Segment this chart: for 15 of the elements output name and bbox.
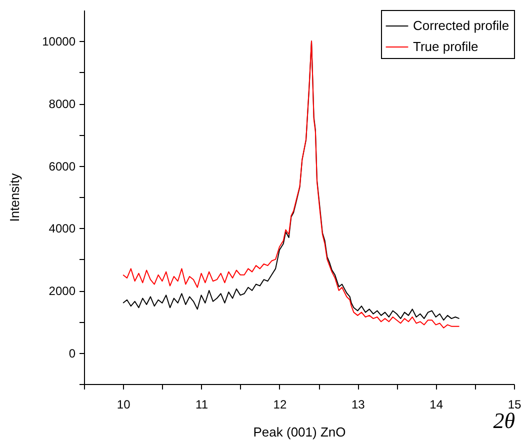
x-tick-label: 13 bbox=[351, 398, 366, 412]
y-axis-title: Intensity bbox=[7, 172, 22, 222]
y-tick-label: 10000 bbox=[42, 34, 76, 49]
x-tick-label: 14 bbox=[430, 398, 444, 412]
y-tick-label: 6000 bbox=[48, 159, 76, 174]
y-tick-label: 0 bbox=[68, 346, 76, 360]
y-tick-label: 4000 bbox=[48, 222, 76, 236]
x-tick-label: 11 bbox=[196, 398, 208, 412]
x-tick-label: 10 bbox=[116, 398, 131, 412]
x-axis-title: Peak (001) ZnO bbox=[253, 424, 346, 440]
x-tick-label: 12 bbox=[273, 398, 287, 412]
y-tick-label: 2000 bbox=[48, 284, 76, 298]
legend-label: True profile bbox=[413, 39, 478, 54]
legend-label: Corrected profile bbox=[413, 18, 510, 33]
y-tick-label: 8000 bbox=[48, 97, 76, 111]
